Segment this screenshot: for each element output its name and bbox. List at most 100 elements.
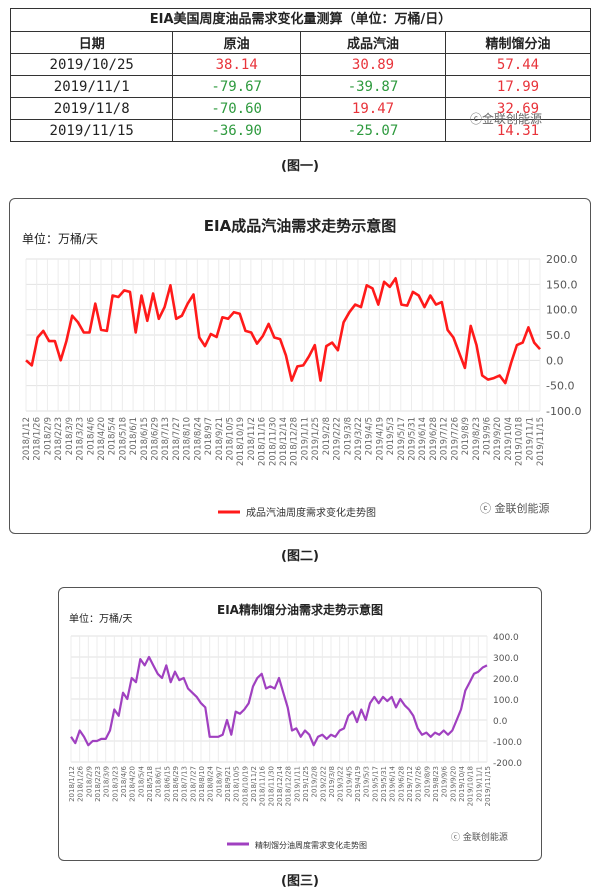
x-tick-label: 2019/6/14 (389, 765, 397, 801)
x-tick-label: 2018/6/15 (140, 417, 150, 461)
figure-1-caption: (图一) (281, 159, 319, 174)
x-tick-label: 2019/7/12 (440, 417, 450, 461)
y-tick-label: 300.0 (493, 654, 519, 664)
x-tick-label: 2018/12/28 (285, 766, 293, 806)
x-tick-label: 2018/5/4 (108, 417, 118, 455)
x-tick-label: 2019/4/5 (365, 417, 375, 455)
chart-unit-label: 单位：万桶/天 (22, 231, 98, 246)
legend-label: 精制馏分油周度需求变化走势图 (255, 840, 367, 850)
x-tick-label: 2019/1/11 (293, 766, 301, 802)
x-tick-label: 2019/2/8 (322, 417, 332, 455)
y-tick-label: 100.0 (546, 304, 578, 317)
x-tick-label: 2018/4/6 (120, 765, 128, 797)
x-tick-label: 2019/9/20 (493, 417, 503, 461)
table-watermark: ⓒ金联创能源 (470, 112, 543, 126)
cell-crude: -70.60 (172, 97, 301, 120)
x-tick-label: 2018/2/23 (54, 417, 64, 461)
x-tick-label: 2018/11/30 (267, 766, 275, 806)
x-tick-label: 2019/11/15 (484, 766, 492, 806)
x-tick-label: 2018/4/20 (129, 766, 137, 802)
x-tick-label: 2018/5/18 (146, 766, 154, 802)
x-tick-label: 2018/3/9 (103, 766, 111, 797)
x-tick-label: 2019/3/22 (337, 766, 345, 802)
x-tick-label: 2019/3/22 (354, 417, 364, 461)
x-tick-label: 2018/6/29 (151, 417, 161, 461)
cell-distillate: 14.31 (444, 119, 592, 142)
gasoline-chart-panel: EIA成品汽油需求走势示意图 单位：万桶/天 200.0 150.0 100.0 50.0… (9, 198, 591, 534)
x-tick-label: 2018/7/27 (172, 417, 182, 461)
x-tick-label: 2019/10/4 (504, 417, 514, 461)
y-tick-label: 150.0 (546, 278, 578, 291)
cell-date: 2019/11/8 (9, 97, 174, 120)
x-tick-label: 2018/6/1 (155, 766, 163, 797)
x-tick-label: 2019/8/9 (423, 766, 431, 797)
x-tick-label: 2019/4/19 (354, 766, 362, 802)
x-tick-label: 2019/5/3 (363, 766, 371, 797)
x-tick-label: 2019/8/23 (432, 766, 440, 802)
cell-gasoline: 30.89 (299, 53, 446, 76)
x-tick-label: 2019/10/18 (515, 417, 525, 466)
x-tick-label: 2018/4/20 (97, 417, 107, 461)
x-tick-label: 2018/1/12 (68, 766, 76, 802)
cell-crude: 38.14 (172, 53, 301, 76)
eia-demand-table: EIA美国周度油品需求变化量测算（单位：万桶/日） 日期 原油 成品汽油 精制馏… (9, 8, 592, 142)
chart-title: EIA精制馏分油需求走势示意图 (217, 602, 383, 617)
x-tick-label: 2018/11/2 (247, 417, 257, 461)
x-tick-label: 2018/12/14 (276, 765, 284, 806)
x-tick-label: 2019/7/26 (415, 765, 423, 801)
x-tick-label: 2018/10/5 (233, 766, 241, 802)
x-tick-label: 2018/8/10 (198, 766, 206, 802)
x-tick-label: 2019/5/31 (380, 766, 388, 802)
x-tick-label: 2018/1/26 (77, 765, 85, 801)
cell-gasoline: -25.07 (299, 119, 446, 142)
cell-distillate: 17.99 (444, 75, 592, 98)
series-line (70, 655, 488, 747)
y-tick-label: 50.0 (546, 329, 571, 342)
x-tick-label: 2019/11/1 (475, 766, 483, 802)
x-tick-label: 2019/5/17 (397, 417, 407, 461)
x-tick-label: 2018/10/5 (225, 417, 235, 461)
y-tick-label: 100.0 (493, 696, 519, 706)
x-tick-label: 2018/11/16 (259, 765, 267, 806)
header-date: 日期 (9, 31, 174, 54)
x-tick-label: 2018/2/9 (85, 766, 93, 797)
x-tick-label: 2018/11/2 (250, 766, 258, 802)
x-tick-label: 2019/5/3 (386, 417, 396, 455)
x-tick-label: 2019/2/8 (311, 766, 319, 797)
cell-date: 2019/11/1 (9, 75, 174, 98)
x-tick-label: 2018/7/27 (189, 766, 197, 802)
x-tick-label: 2018/6/1 (129, 417, 139, 455)
x-tick-label: 2019/1/25 (311, 417, 321, 461)
x-tick-label: 2019/4/19 (375, 417, 385, 461)
x-tick-label: 2019/10/4 (458, 765, 466, 801)
x-tick-label: 2018/7/13 (181, 766, 189, 802)
x-tick-label: 2019/5/31 (408, 417, 418, 461)
x-tick-label: 2018/9/21 (215, 417, 225, 461)
x-tick-label: 2018/11/16 (258, 417, 268, 466)
x-tick-label: 2019/6/28 (397, 766, 405, 802)
x-tick-label: 2018/1/12 (22, 417, 32, 461)
cell-date: 2019/10/25 (9, 53, 174, 76)
y-tick-label: -100.0 (546, 405, 581, 418)
x-tick-label: 2018/10/19 (236, 417, 246, 466)
x-tick-label: 2018/5/18 (118, 417, 128, 461)
x-tick-label: 2019/8/9 (461, 417, 471, 455)
x-tick-label: 2018/8/24 (193, 417, 203, 461)
x-tick-label: 2019/11/1 (525, 417, 535, 461)
y-tick-label: 400.0 (493, 633, 519, 643)
table-title: EIA美国周度油品需求变化量测算（单位：万桶/日） (10, 8, 591, 31)
x-tick-label: 2018/9/7 (215, 766, 223, 797)
x-tick-label: 2019/9/20 (449, 766, 457, 802)
x-tick-label: 2019/9/6 (482, 417, 492, 455)
y-tick-label: -100.0 (493, 738, 522, 748)
y-tick-label: 0.0 (546, 354, 564, 367)
table-row: 2019/11/15 -36.90 -25.07 14.31 (9, 119, 592, 142)
x-tick-label: 2019/4/5 (345, 766, 353, 797)
header-gasoline: 成品汽油 (299, 31, 446, 54)
y-tick-label: 200.0 (546, 253, 578, 266)
chart-unit-label: 单位：万桶/天 (69, 612, 132, 625)
x-tick-label: 2019/11/15 (536, 417, 546, 466)
x-tick-label: 2018/7/13 (161, 417, 171, 461)
